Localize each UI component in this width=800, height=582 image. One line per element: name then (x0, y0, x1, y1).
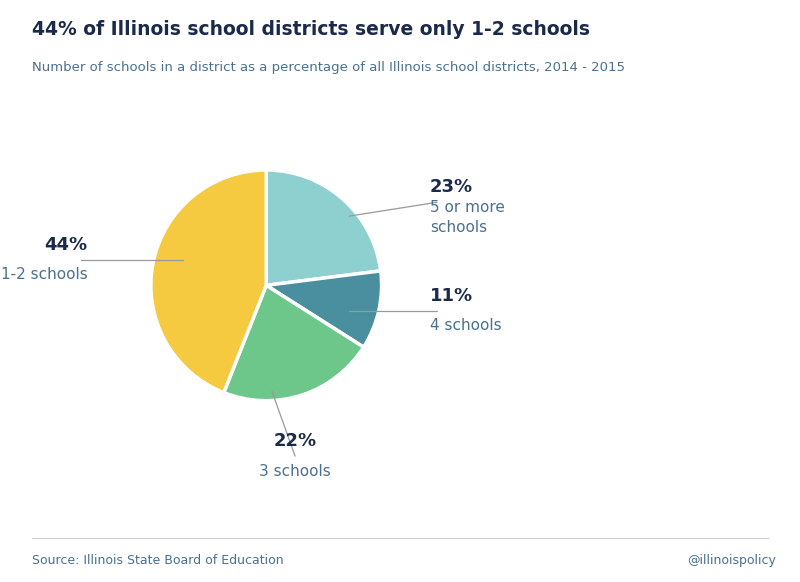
Wedge shape (224, 285, 364, 400)
Text: Source: Illinois State Board of Education: Source: Illinois State Board of Educatio… (32, 555, 284, 567)
Text: 44%: 44% (44, 236, 87, 254)
Text: 11%: 11% (430, 287, 473, 305)
Text: 5 or more
schools: 5 or more schools (430, 200, 505, 235)
Text: 44% of Illinois school districts serve only 1-2 schools: 44% of Illinois school districts serve o… (32, 20, 590, 40)
Wedge shape (266, 170, 381, 285)
Text: 1-2 schools: 1-2 schools (1, 268, 87, 282)
Wedge shape (266, 271, 382, 347)
Text: 4 schools: 4 schools (430, 318, 502, 333)
Text: Number of schools in a district as a percentage of all Illinois school districts: Number of schools in a district as a per… (32, 61, 625, 74)
Text: @illinoispolicy: @illinoispolicy (687, 555, 776, 567)
Text: 23%: 23% (430, 178, 473, 196)
Text: 22%: 22% (274, 432, 317, 450)
Wedge shape (151, 170, 266, 393)
Text: 3 schools: 3 schools (259, 463, 331, 478)
